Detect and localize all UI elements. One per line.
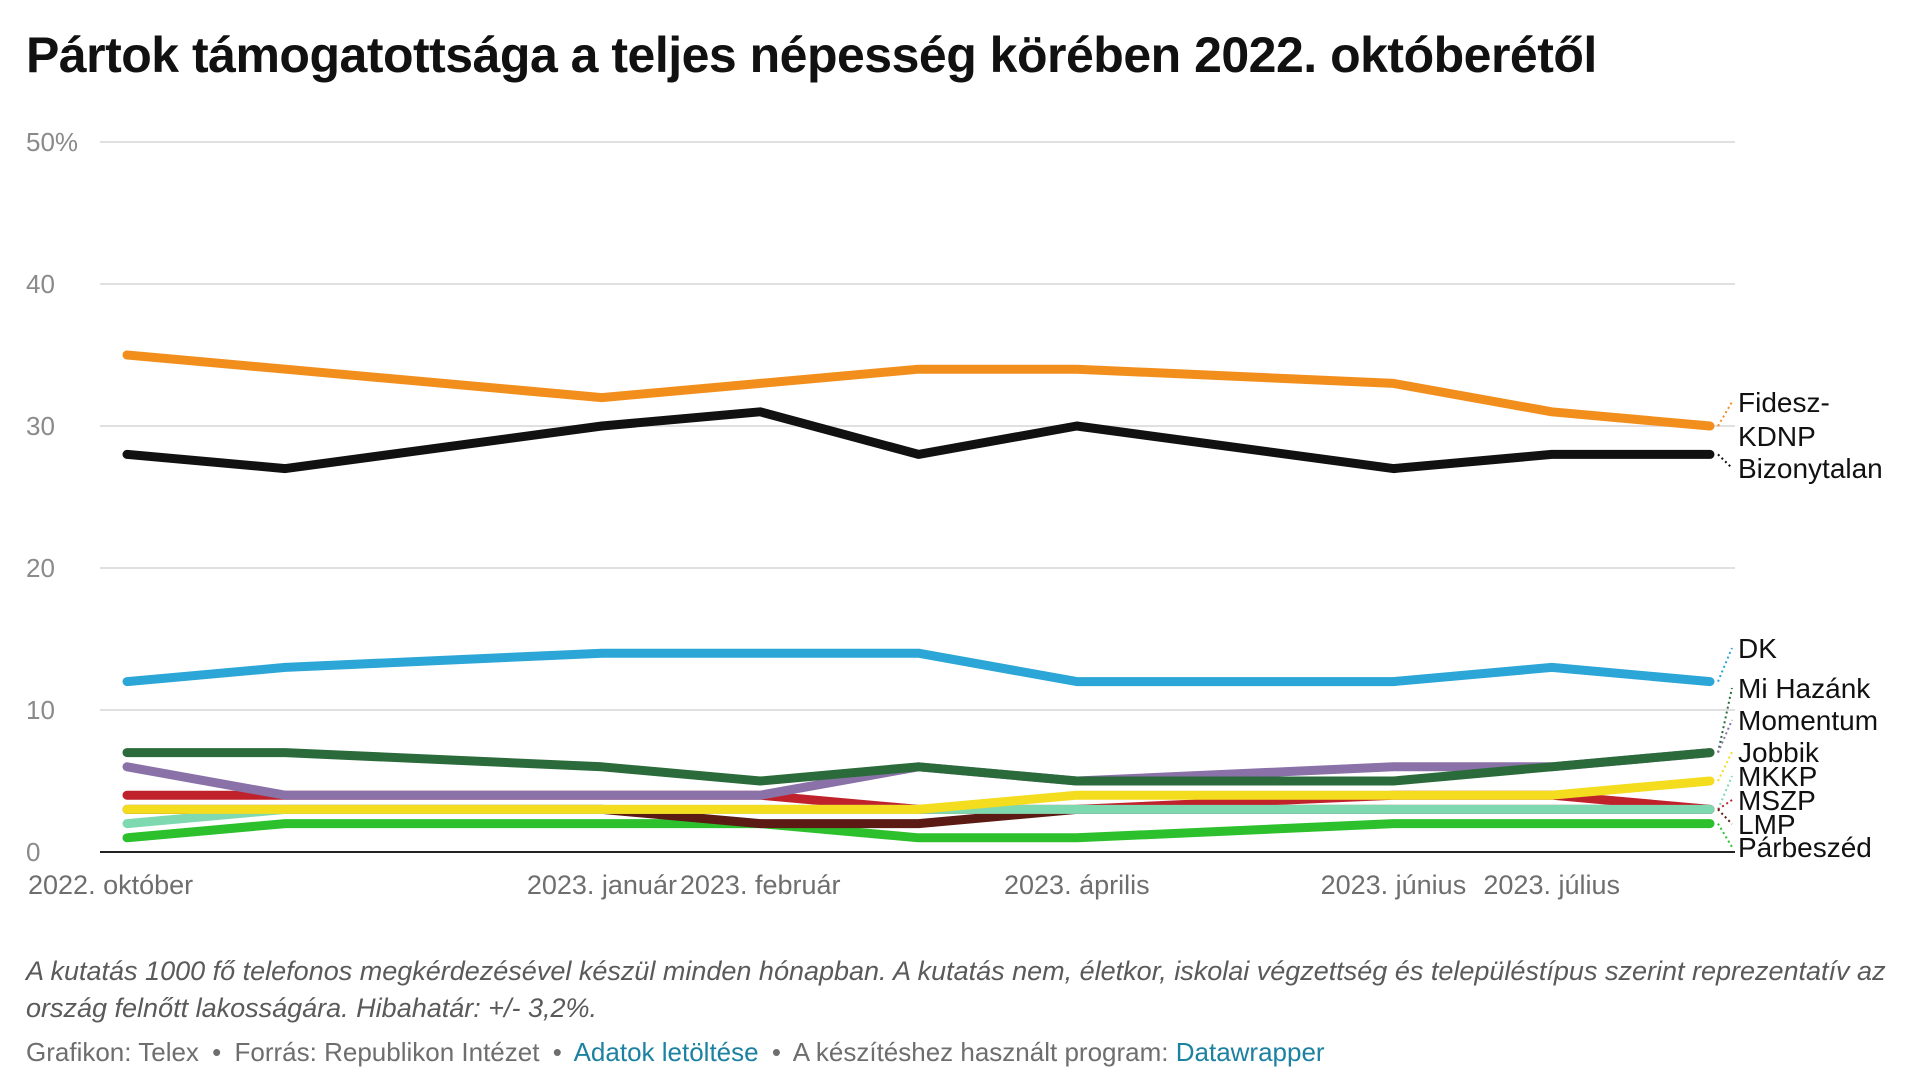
series-label: Párbeszéd <box>1738 832 1872 863</box>
x-tick-label: 2022. október <box>28 870 193 900</box>
series-label: Fidesz- <box>1738 387 1830 418</box>
leader-line <box>1717 808 1733 825</box>
series-line <box>122 350 1715 431</box>
leader-line <box>1717 647 1733 682</box>
y-axis-ticks: 0 10 20 30 40 50% <box>26 127 78 867</box>
series-label: KDNP <box>1738 421 1816 452</box>
x-tick-label: 2023. július <box>1483 870 1620 900</box>
y-tick-label: 30 <box>26 411 55 441</box>
leader-line <box>1717 687 1733 753</box>
series-line <box>122 407 1715 474</box>
series-label: DK <box>1738 633 1777 664</box>
leader-line <box>1717 401 1733 427</box>
series-line <box>122 819 1715 843</box>
chart-footer: Grafikon: Telex • Forrás: Republikon Int… <box>26 1037 1325 1068</box>
x-tick-label: 2023. június <box>1321 870 1467 900</box>
separator: • <box>771 1037 781 1067</box>
credit-text: Grafikon: Telex <box>26 1037 199 1067</box>
program-label: A készítéshez használt program: <box>792 1037 1169 1067</box>
series-label: Bizonytalan <box>1738 453 1883 484</box>
leader-line <box>1717 751 1733 782</box>
leader-line <box>1717 719 1733 753</box>
series-label: MSZP <box>1738 785 1816 816</box>
series-lines <box>122 350 1715 843</box>
y-tick-label: 0 <box>26 837 40 867</box>
x-tick-label: 2023. január <box>527 870 677 900</box>
source-text: Forrás: Republikon Intézet <box>234 1037 540 1067</box>
series-label: Jobbik <box>1738 737 1820 768</box>
y-tick-label: 10 <box>26 695 55 725</box>
leader-line <box>1717 775 1733 810</box>
separator: • <box>552 1037 562 1067</box>
download-data-link[interactable]: Adatok letöltése <box>573 1037 759 1067</box>
x-tick-label: 2023. február <box>680 870 841 900</box>
series-line <box>122 776 1715 814</box>
y-tick-label: 50% <box>26 127 78 157</box>
series-label: Mi Hazánk <box>1738 673 1871 704</box>
series-label: MKKP <box>1738 761 1817 792</box>
series-label: LMP <box>1738 809 1796 840</box>
series-line <box>122 648 1715 687</box>
chart-title: Pártok támogatottsága a teljes népesség … <box>26 27 1597 83</box>
leader-line <box>1717 823 1733 848</box>
leader-line <box>1717 453 1733 469</box>
x-axis-ticks: 2022. október 2023. január 2023. február 20… <box>28 870 1620 900</box>
series-line <box>122 748 1715 786</box>
series-label: Momentum <box>1738 705 1878 736</box>
separator: • <box>212 1037 222 1067</box>
x-tick-label: 2023. április <box>1004 870 1150 900</box>
grid-lines <box>100 141 1735 711</box>
y-tick-label: 40 <box>26 269 55 299</box>
chart-notes: A kutatás 1000 fő telefonos megkérdezésé… <box>26 956 1886 1023</box>
datawrapper-link[interactable]: Datawrapper <box>1175 1037 1325 1067</box>
y-tick-label: 20 <box>26 553 55 583</box>
